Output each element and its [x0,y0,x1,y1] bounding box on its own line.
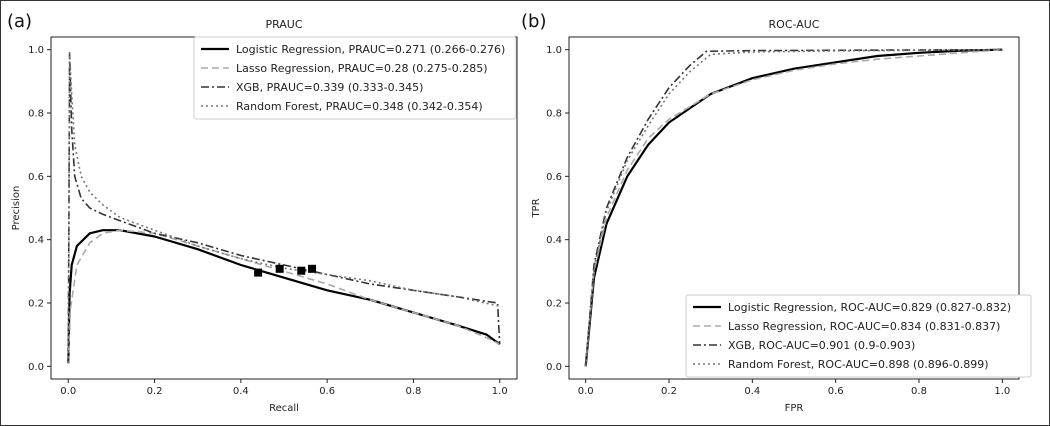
plot-frame [568,36,1020,380]
x-tick-label: 0.0 [578,386,594,397]
x-tick-label: 0.2 [661,386,677,397]
series-line-dotted [584,48,1003,367]
legend-entry: Random Forest, ROC-AUC=0.898 (0.896-0.89… [728,358,989,371]
series-line-dashed [584,48,1003,367]
x-tick-label: 0.8 [405,386,421,397]
y-axis-label: Precision [11,186,22,231]
y-tick-label: 0.6 [546,172,562,183]
y-tick-label: 0.4 [546,235,562,246]
panel-label: (b) [521,11,546,32]
legend-entry: Lasso Regression, PRAUC=0.28 (0.275-0.28… [236,62,488,75]
x-tick-label: 0.4 [744,386,760,397]
x-tick-label: 0.6 [319,386,335,397]
x-tick-label: 0.4 [233,386,249,397]
y-tick-label: 1.0 [546,45,562,56]
panel-prauc: (a) PRAUC 0.0 0.2 0.4 0.6 0.8 1.0 0.0 0.2 0.4 0.6 0.… [7,11,518,414]
x-tick-label: 0.8 [911,386,927,397]
y-tick-label: 0.6 [28,172,44,183]
x-tick-label: 0.2 [147,386,163,397]
y-tick-label: 1.0 [28,45,44,56]
series-line-dashed [67,229,501,364]
x-tick-label: 0.0 [60,386,76,397]
x-axis-label: Recall [269,403,299,414]
legend-entry: XGB, ROC-AUC=0.901 (0.9-0.903) [728,339,915,352]
panel-roc-auc: (b) ROC-AUC 0.0 0.2 0.4 0.6 0.8 1.0 0.0 0.2 0.4 0.6… [521,11,1032,414]
legend-box [193,36,517,120]
threshold-marker [308,264,317,273]
y-tick-label: 0.0 [28,362,44,373]
chart-title: PRAUC [265,18,302,31]
y-tick-label: 0.0 [546,362,562,373]
y-tick-label: 0.2 [28,299,44,310]
legend-entry: XGB, PRAUC=0.339 (0.333-0.345) [236,81,423,94]
y-tick-label: 0.8 [546,109,562,120]
y-tick-label: 0.8 [28,109,44,120]
y-tick-label: 0.4 [28,235,44,246]
legend-entry: Logistic Regression, PRAUC=0.271 (0.266-… [236,43,505,56]
x-axis-label: FPR [785,403,804,414]
series-line-solid [584,48,1003,367]
x-tick-label: 0.6 [828,386,844,397]
x-tick-label: 1.0 [994,386,1010,397]
panel-label: (a) [7,11,32,32]
legend-entry: Logistic Regression, ROC-AUC=0.829 (0.82… [728,301,1011,314]
series-line-dotted [67,51,500,364]
x-tick-label: 1.0 [492,386,508,397]
threshold-marker [297,266,306,275]
legend-entry: Random Forest, PRAUC=0.348 (0.342-0.354) [236,100,483,113]
y-axis-label: TPR [531,198,542,218]
legend: Logistic Regression, ROC-AUC=0.829 (0.82… [685,294,1032,378]
threshold-marker [275,264,284,273]
y-tick-label: 0.2 [546,299,562,310]
legend-box [685,294,1032,378]
chart-title: ROC-AUC [769,18,820,31]
series-line-solid [67,229,501,364]
series-line-dashdot [67,51,501,364]
legend: Logistic Regression, PRAUC=0.271 (0.266-… [193,36,517,120]
legend-entry: Lasso Regression, ROC-AUC=0.834 (0.831-0… [728,320,1000,333]
threshold-marker [254,268,263,277]
